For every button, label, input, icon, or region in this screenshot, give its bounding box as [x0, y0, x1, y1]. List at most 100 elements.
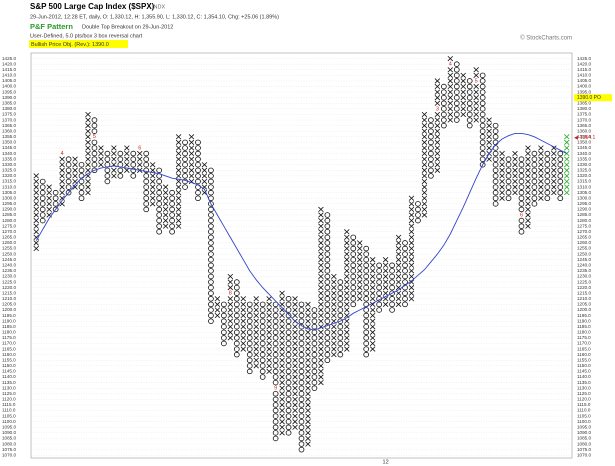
x-box [279, 430, 285, 436]
y-tick-label: 1115.0 [2, 402, 16, 407]
o-box [453, 67, 460, 73]
o-box [195, 150, 201, 157]
y-tick-label-right: 1295.0 [577, 201, 591, 206]
o-box [272, 307, 279, 313]
x-box [46, 206, 52, 213]
pnf-column [538, 145, 544, 201]
o-box [337, 312, 344, 319]
o-box [169, 229, 175, 235]
x-box [253, 346, 259, 352]
o-box [156, 206, 163, 213]
y-tick-label: 1225.0 [2, 279, 16, 284]
x-box [525, 223, 531, 229]
x-box [253, 335, 259, 341]
x-box [395, 279, 402, 285]
x-box [72, 156, 78, 162]
o-box [117, 156, 124, 162]
o-box [272, 402, 279, 408]
x-box [279, 296, 285, 302]
o-box [298, 301, 305, 308]
x-box [538, 167, 544, 173]
x-box [382, 268, 389, 274]
o-box [518, 195, 525, 201]
o-box [259, 318, 266, 324]
o-box [350, 296, 357, 302]
x-box [344, 251, 350, 257]
o-box [91, 156, 98, 162]
x-box [292, 379, 298, 386]
pnf-column [175, 134, 182, 229]
o-box [428, 134, 434, 140]
x-box [369, 307, 376, 313]
x-box [421, 139, 428, 146]
o-box [518, 178, 525, 185]
o-box [492, 156, 499, 162]
x-box [395, 262, 402, 268]
y-tick-label: 1205.0 [2, 302, 16, 307]
pnf-column [512, 150, 518, 196]
o-box [259, 323, 266, 330]
o-box [544, 161, 551, 168]
y-tick-label: 1100.0 [2, 419, 16, 424]
pnf-column [486, 117, 492, 162]
y-tick-label: 1130.0 [2, 385, 16, 390]
x-box [98, 162, 104, 168]
x-box [564, 145, 570, 151]
x-box [382, 290, 389, 296]
o-box [39, 178, 46, 185]
o-box [466, 94, 473, 101]
x-box [240, 340, 247, 347]
x-box [395, 234, 402, 240]
x-box [434, 145, 441, 151]
x-box [486, 122, 492, 129]
x-box [85, 162, 91, 168]
x-box [305, 385, 311, 391]
o-box [233, 318, 240, 324]
o-box [195, 195, 201, 201]
o-box [65, 161, 72, 168]
pattern: Double Top Breakout on 29-Jun-2012 [82, 24, 173, 30]
pnf-column [363, 245, 370, 358]
y-tick-label-right: 1115.0 [577, 402, 591, 407]
o-box [324, 245, 331, 252]
x-box [525, 212, 531, 218]
x-box [447, 95, 454, 101]
o-box [350, 301, 357, 308]
x-box [551, 162, 557, 168]
x-box [344, 307, 350, 313]
x-box [240, 307, 247, 313]
y-tick-label: 1345.0 [2, 145, 16, 150]
x-box [447, 55, 454, 62]
o-box [492, 122, 499, 129]
x-box [279, 396, 285, 402]
pnf-column [292, 296, 298, 430]
month-marker: 6 [520, 212, 523, 218]
x-box [214, 307, 221, 313]
o-box [324, 217, 331, 224]
x-box [499, 150, 505, 157]
o-box [518, 217, 525, 224]
x-box [305, 391, 311, 397]
x-box [266, 329, 272, 335]
o-box [324, 351, 331, 358]
o-box [376, 307, 382, 313]
x-box [421, 150, 428, 157]
x-box [486, 156, 492, 162]
o-box [479, 134, 486, 140]
x-box [473, 95, 479, 101]
x-box [46, 201, 52, 207]
x-box [72, 173, 78, 179]
o-box [505, 184, 512, 190]
y-tick-label-right: 1375.0 [577, 112, 591, 117]
o-box [143, 178, 150, 185]
x-box [124, 145, 130, 151]
o-box [195, 173, 201, 179]
o-box [298, 368, 305, 375]
o-box [208, 223, 214, 229]
o-box [91, 150, 98, 157]
x-box [512, 150, 518, 157]
o-box [182, 167, 188, 174]
o-box [272, 335, 279, 341]
x-box [149, 190, 156, 196]
o-box [78, 184, 85, 190]
